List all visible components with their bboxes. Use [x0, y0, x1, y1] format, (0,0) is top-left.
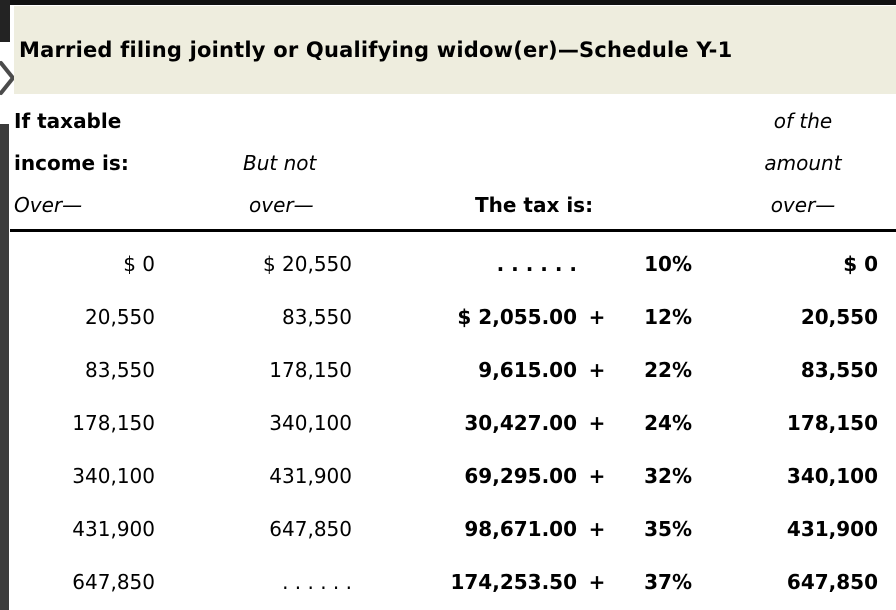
col1-header-line1: If taxable [14, 109, 122, 133]
column-header-taxable-income: If taxable income is: Over— [14, 100, 129, 226]
col4-header-line1: of the [773, 109, 833, 133]
tax-base: . . . . . . [496, 252, 577, 277]
but-not-over-cell: 431,900 [269, 463, 352, 488]
plus-sign: + [588, 411, 606, 435]
tax-base: 174,253.50 [450, 569, 577, 594]
over-cell: $ 0 [123, 252, 155, 277]
table-row: 83,550 178,150 9,615.00 + 22% 83,550 [10, 344, 896, 397]
tax-cell: 9,615.00 + 22% [352, 358, 692, 382]
left-edge-bar [0, 124, 9, 610]
col4-header-line2: amount [764, 151, 842, 175]
but-not-over-cell: 83,550 [282, 305, 352, 330]
amount-over-cell: 83,550 [800, 358, 878, 383]
tax-base: 69,295.00 [464, 463, 577, 488]
amount-over-cell: $ 0 [843, 252, 878, 277]
but-not-over-cell: 178,150 [269, 358, 352, 383]
amount-over-cell: 340,100 [786, 463, 878, 488]
tax-cell: 98,671.00 + 35% [352, 517, 692, 541]
amount-over-cell: 431,900 [786, 516, 878, 541]
tax-rate: 12% [644, 305, 692, 330]
schedule-header-band: Married filing jointly or Qualifying wid… [14, 6, 896, 94]
tax-cell: . . . . . . 10% [352, 252, 692, 276]
over-cell: 83,550 [85, 358, 155, 383]
table-row: $ 0 $ 20,550 . . . . . . 10% $ 0 [10, 238, 896, 291]
col1-header-line2: income is: [14, 151, 129, 175]
tax-rate: 32% [644, 463, 692, 488]
over-cell: 178,150 [72, 411, 155, 435]
chevron-right-icon[interactable] [0, 60, 16, 96]
tax-cell: 30,427.00 + 24% [352, 411, 692, 435]
table-row: 178,150 340,100 30,427.00 + 24% 178,150 [10, 397, 896, 450]
table-row: 431,900 647,850 98,671.00 + 35% 431,900 [10, 502, 896, 555]
plus-sign: + [588, 569, 606, 594]
amount-over-cell: 647,850 [786, 569, 878, 594]
tax-base: 9,615.00 [478, 358, 577, 383]
plus-sign [577, 252, 617, 276]
tax-base: 30,427.00 [464, 411, 577, 435]
over-cell: 20,550 [85, 305, 155, 330]
but-not-over-cell: 340,100 [269, 411, 352, 435]
tax-bracket-table: $ 0 $ 20,550 . . . . . . 10% $ 0 20,550 … [10, 238, 896, 608]
tax-rate: 22% [644, 358, 692, 383]
left-edge-bar-top [0, 0, 10, 42]
col4-header-line3: over— [770, 193, 836, 217]
but-not-over-cell: . . . . . . [282, 569, 352, 594]
tax-cell: $ 2,055.00 + 12% [352, 305, 692, 329]
tax-rate: 24% [644, 411, 692, 435]
header-divider-rule [10, 229, 896, 232]
tax-base: $ 2,055.00 [457, 305, 577, 330]
tax-cell: 174,253.50 + 37% [352, 570, 692, 594]
over-cell: 647,850 [72, 569, 155, 594]
amount-over-cell: 178,150 [786, 411, 878, 435]
table-row: 20,550 83,550 $ 2,055.00 + 12% 20,550 [10, 291, 896, 344]
schedule-title: Married filing jointly or Qualifying wid… [19, 38, 733, 62]
tax-rate: 37% [644, 569, 692, 594]
top-border [0, 0, 896, 5]
plus-sign: + [588, 516, 606, 541]
plus-sign: + [588, 463, 606, 488]
tax-rate: 35% [644, 516, 692, 541]
col1-header-over: Over— [14, 193, 83, 217]
tax-rate: 10% [644, 252, 692, 277]
over-cell: 431,900 [72, 516, 155, 541]
table-row: 647,850 . . . . . . 174,253.50 + 37% 647… [10, 555, 896, 608]
column-header-tax-is: The tax is: [475, 193, 594, 217]
column-header-but-not-over: But not over— [243, 142, 316, 226]
plus-sign: + [588, 305, 606, 330]
tax-cell: 69,295.00 + 32% [352, 464, 692, 488]
but-not-over-cell: $ 20,550 [262, 252, 352, 277]
tax-base: 98,671.00 [464, 516, 577, 541]
col2-header-line1: But not [243, 151, 317, 175]
plus-sign: + [588, 358, 606, 383]
but-not-over-cell: 647,850 [269, 516, 352, 541]
table-row: 340,100 431,900 69,295.00 + 32% 340,100 [10, 449, 896, 502]
column-header-amount-over: of the amount over— [745, 100, 861, 226]
col2-header-line2: over— [249, 193, 314, 217]
over-cell: 340,100 [72, 463, 155, 488]
amount-over-cell: 20,550 [800, 305, 878, 330]
